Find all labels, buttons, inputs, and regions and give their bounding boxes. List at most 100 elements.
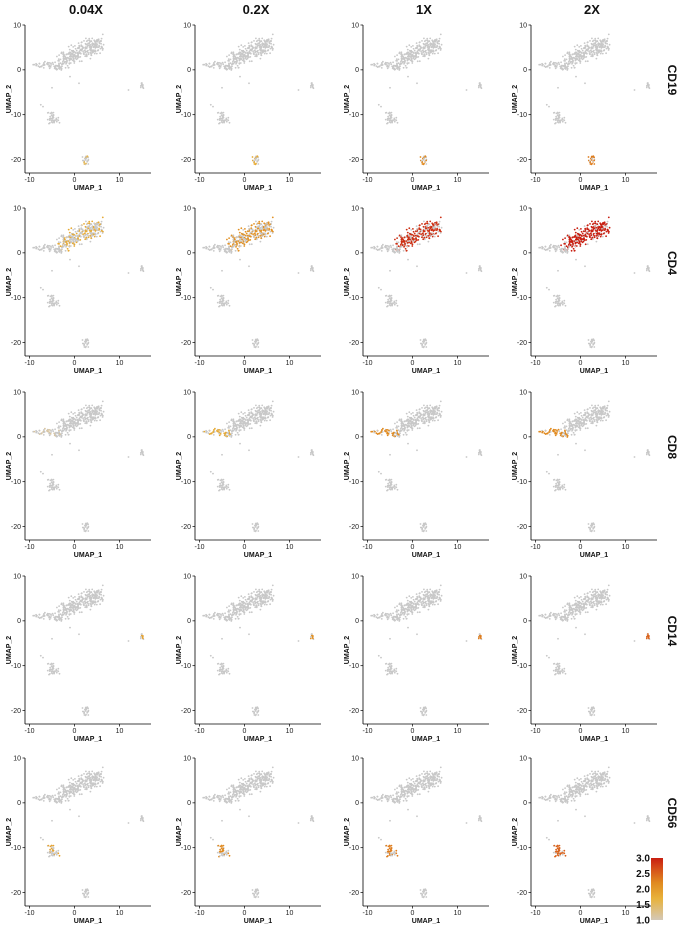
- data-point: [228, 60, 231, 62]
- data-point: [428, 229, 431, 232]
- data-point: [431, 235, 434, 238]
- data-point: [58, 429, 60, 432]
- data-point: [270, 225, 272, 228]
- y-tick-label: -10: [181, 295, 191, 302]
- data-point: [269, 235, 271, 238]
- data-point: [309, 269, 312, 272]
- data-point: [244, 55, 247, 58]
- data-point: [423, 238, 426, 241]
- data-point: [90, 416, 93, 419]
- data-point: [67, 66, 70, 69]
- data-point: [219, 295, 222, 298]
- data-point: [263, 233, 265, 236]
- data-point: [75, 416, 78, 419]
- data-point: [99, 235, 101, 238]
- data-point: [53, 434, 56, 437]
- data-point: [429, 220, 432, 223]
- data-point: [68, 234, 71, 237]
- data-point: [228, 121, 231, 124]
- data-point: [588, 50, 590, 53]
- y-tick-label: -20: [349, 157, 359, 164]
- data-point: [101, 33, 104, 36]
- data-point: [599, 40, 602, 43]
- data-point: [590, 155, 593, 158]
- data-point: [568, 234, 571, 237]
- data-point: [411, 50, 413, 53]
- data-point: [219, 112, 222, 115]
- data-point: [226, 55, 228, 58]
- data-point: [577, 55, 579, 58]
- data-point: [559, 65, 562, 68]
- data-point: [79, 52, 82, 55]
- data-point: [233, 61, 236, 64]
- data-point: [556, 121, 559, 123]
- data-point: [254, 342, 257, 344]
- data-point: [389, 296, 391, 298]
- data-point: [217, 245, 220, 247]
- data-point: [229, 425, 232, 428]
- data-point: [539, 246, 542, 249]
- data-point: [50, 114, 53, 117]
- data-point: [89, 424, 92, 427]
- data-point: [265, 52, 268, 55]
- data-point: [405, 433, 408, 436]
- y-axis-label: UMAP_2: [344, 452, 351, 481]
- data-point: [568, 245, 571, 248]
- data-point: [233, 54, 236, 56]
- data-point: [269, 52, 271, 55]
- data-point: [376, 429, 379, 432]
- data-point: [83, 223, 85, 225]
- y-tick-label: 0: [17, 250, 21, 257]
- data-point: [214, 60, 216, 63]
- data-point: [259, 226, 262, 229]
- data-point: [53, 119, 56, 122]
- data-point: [566, 69, 569, 71]
- data-point: [69, 54, 72, 57]
- data-point: [395, 58, 398, 60]
- data-point: [42, 434, 45, 436]
- x-tick-label: 10: [286, 360, 294, 367]
- data-point: [42, 63, 45, 66]
- data-point: [225, 487, 228, 490]
- data-point: [74, 418, 77, 421]
- data-point: [412, 55, 415, 58]
- data-point: [404, 427, 406, 429]
- data-point: [435, 223, 438, 225]
- data-point: [212, 472, 214, 475]
- data-point: [599, 222, 602, 225]
- y-tick-label: 10: [351, 389, 359, 396]
- data-point: [586, 227, 589, 230]
- data-point: [588, 230, 591, 232]
- x-tick-label: 0: [243, 177, 247, 184]
- data-point: [245, 232, 248, 235]
- data-point: [49, 115, 51, 118]
- data-point: [51, 428, 54, 431]
- data-point: [50, 300, 52, 303]
- data-point: [53, 65, 56, 68]
- data-point: [93, 406, 96, 409]
- data-point: [581, 58, 584, 61]
- data-point: [589, 223, 591, 225]
- data-point: [230, 69, 233, 71]
- data-point: [251, 228, 254, 231]
- data-point: [401, 54, 404, 56]
- data-point: [396, 421, 398, 423]
- data-point: [392, 244, 394, 247]
- data-point: [39, 103, 42, 106]
- data-point: [253, 223, 255, 225]
- data-point: [406, 245, 409, 248]
- data-point: [62, 62, 65, 65]
- data-point: [412, 412, 414, 414]
- data-point: [433, 411, 435, 414]
- data-point: [429, 226, 431, 228]
- data-point: [242, 413, 245, 415]
- data-point: [438, 229, 441, 232]
- data-point: [78, 427, 81, 430]
- y-tick-label: -10: [11, 112, 21, 119]
- data-point: [62, 245, 65, 248]
- data-point: [244, 230, 247, 233]
- data-point: [49, 489, 51, 491]
- data-point: [595, 57, 598, 60]
- data-point: [63, 241, 65, 243]
- data-point: [96, 416, 99, 419]
